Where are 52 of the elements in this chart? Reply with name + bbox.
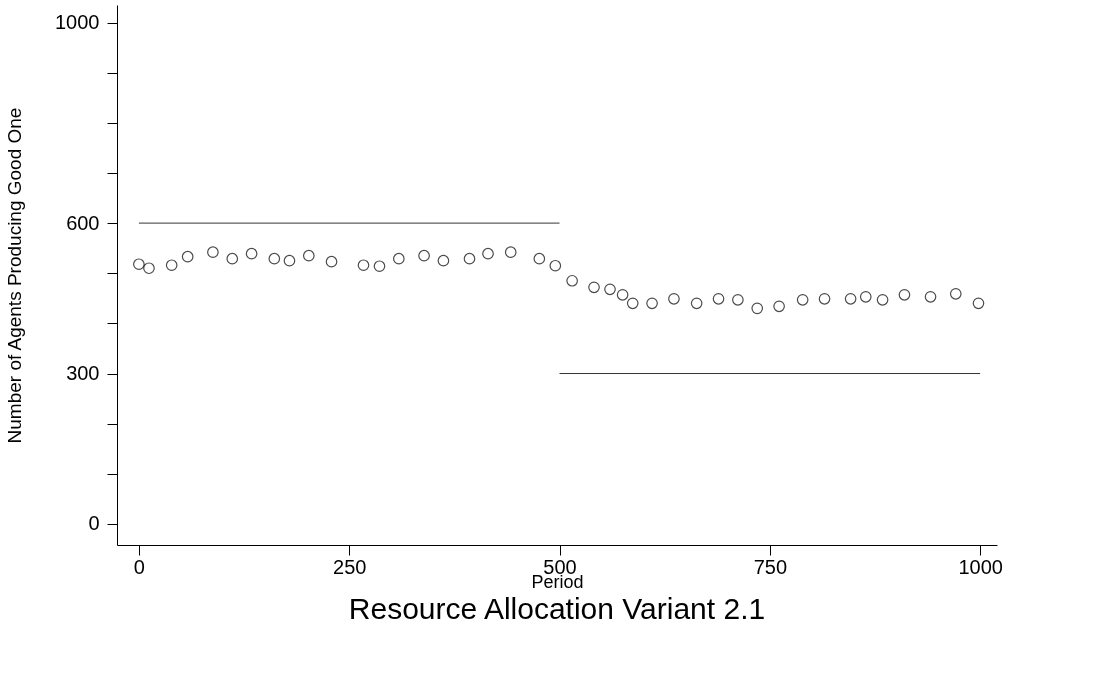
point <box>418 249 430 262</box>
point <box>226 252 239 265</box>
point <box>732 293 744 306</box>
point <box>482 247 494 260</box>
y-tick-label: 1000 <box>55 11 100 34</box>
point <box>844 292 857 305</box>
point <box>751 302 764 315</box>
point <box>773 300 785 313</box>
point <box>181 250 194 263</box>
point <box>616 288 629 301</box>
point <box>207 246 219 259</box>
point <box>859 290 872 303</box>
point <box>712 292 725 305</box>
point <box>566 274 578 287</box>
point <box>302 249 315 262</box>
point <box>504 246 517 259</box>
point <box>796 293 809 306</box>
point <box>325 255 338 268</box>
point <box>533 252 546 265</box>
y-tick-label: 600 <box>66 211 100 234</box>
point <box>357 259 370 272</box>
point <box>549 259 562 272</box>
y-tick-label: 300 <box>66 362 100 385</box>
point <box>818 292 831 305</box>
point <box>588 281 600 294</box>
point <box>165 259 178 272</box>
point <box>604 283 616 296</box>
x-tick-label: 250 <box>333 555 367 578</box>
point <box>949 287 962 300</box>
point <box>898 288 911 301</box>
point <box>924 290 937 303</box>
text: Resource Allocation Variant 2.1 <box>348 592 766 625</box>
point <box>283 254 296 267</box>
x-tick-label: 1000 <box>958 555 1003 578</box>
x-tick-label: 0 <box>133 555 145 578</box>
point <box>437 254 450 267</box>
y-axis-title: Number of Agents Producing Good One <box>4 107 26 444</box>
point <box>373 260 386 273</box>
point <box>876 293 889 306</box>
point <box>143 262 155 275</box>
point <box>626 297 639 310</box>
point <box>972 297 985 310</box>
point <box>463 252 476 265</box>
point <box>392 252 405 265</box>
point <box>668 292 680 305</box>
point <box>245 247 258 260</box>
point <box>690 297 703 310</box>
point <box>646 297 658 310</box>
y-tick-label: 0 <box>88 512 100 535</box>
point <box>268 252 281 265</box>
x-tick-label: 750 <box>753 555 788 578</box>
point <box>133 258 145 271</box>
